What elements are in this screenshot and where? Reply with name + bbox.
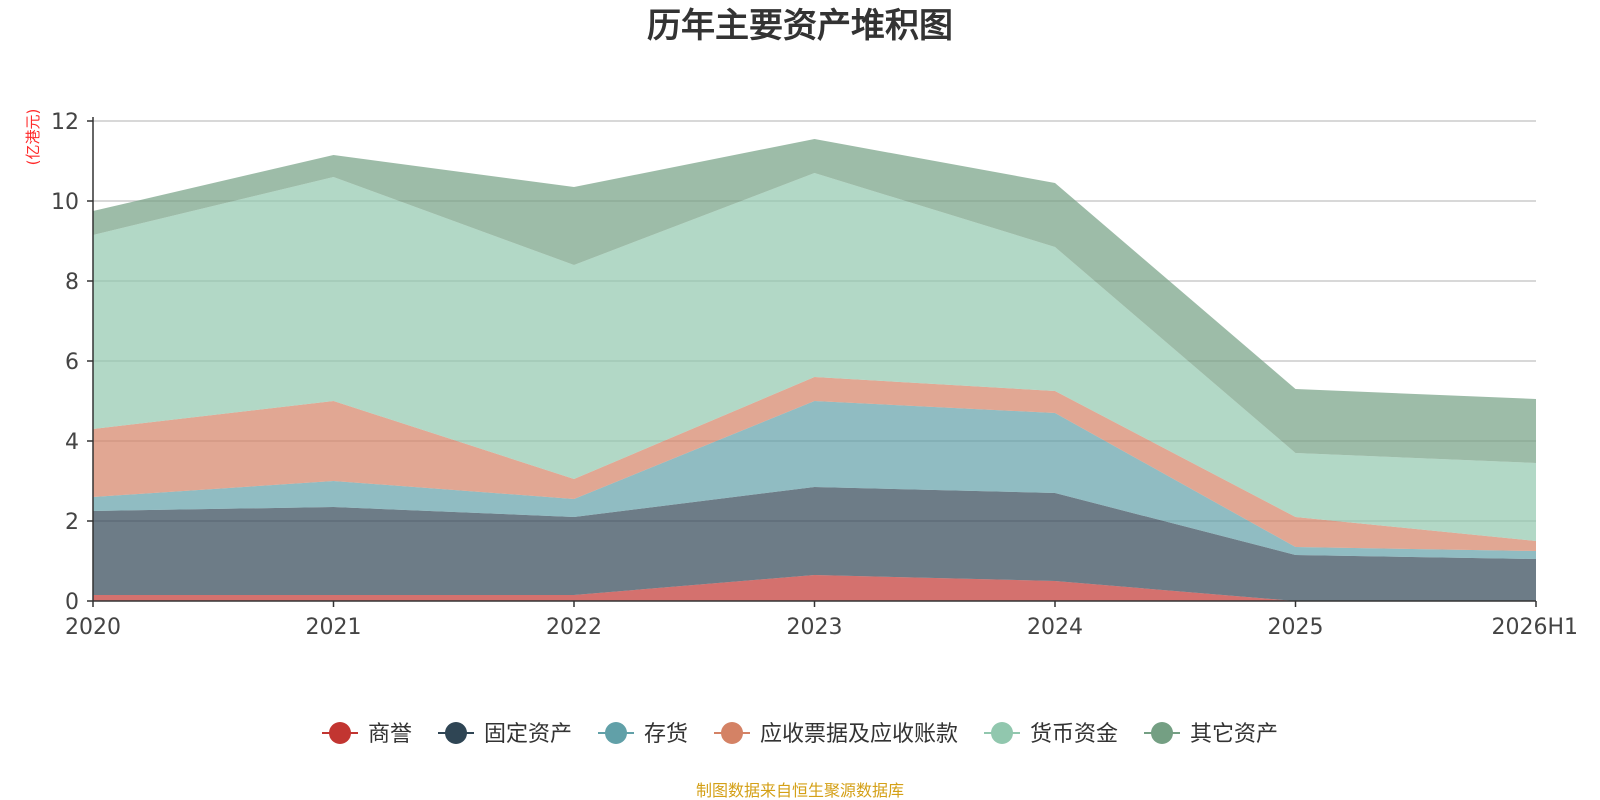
- legend-label: 商誉: [368, 722, 412, 747]
- legend-marker-icon: [1151, 722, 1173, 744]
- x-tick-label: 2023: [787, 615, 843, 640]
- legend-item-2[interactable]: 存货: [598, 722, 688, 747]
- legend-label: 固定资产: [484, 722, 572, 747]
- area-series-2: [93, 401, 1536, 559]
- area-series-4: [93, 173, 1536, 541]
- y-tick-label: 10: [51, 190, 79, 215]
- y-tick-label: 2: [65, 510, 79, 535]
- y-tick-label: 6: [65, 350, 79, 375]
- x-tick-label: 2026H1: [1491, 615, 1578, 640]
- area-series-3: [93, 377, 1536, 551]
- legend-marker-icon: [445, 722, 467, 744]
- x-tick-label: 2021: [306, 615, 362, 640]
- x-tick-label: 2024: [1027, 615, 1083, 640]
- legend-item-3[interactable]: 应收票据及应收账款: [714, 722, 958, 747]
- x-tick-label: 2022: [546, 615, 602, 640]
- y-axis-unit-label: (亿港元): [24, 109, 42, 166]
- legend-item-4[interactable]: 货币资金: [984, 722, 1118, 747]
- legend-item-1[interactable]: 固定资产: [438, 722, 572, 747]
- y-tick-label: 12: [51, 110, 79, 135]
- legend-marker-icon: [991, 722, 1013, 744]
- area-series-group: [93, 139, 1536, 601]
- area-series-1: [93, 487, 1536, 601]
- legend-label: 货币资金: [1030, 722, 1118, 747]
- legend-item-5[interactable]: 其它资产: [1144, 722, 1278, 747]
- legend-marker-icon: [605, 722, 627, 744]
- y-tick-label: 4: [65, 430, 79, 455]
- area-series-0: [93, 575, 1536, 601]
- area-series-5: [93, 139, 1536, 463]
- legend-label: 存货: [644, 722, 688, 747]
- legend-item-0[interactable]: 商誉: [322, 722, 412, 747]
- legend-marker-icon: [329, 722, 351, 744]
- legend-label: 应收票据及应收账款: [760, 722, 958, 747]
- source-note: 制图数据来自恒生聚源数据库: [696, 781, 904, 800]
- legend-marker-icon: [721, 722, 743, 744]
- chart-title: 历年主要资产堆积图: [647, 6, 953, 46]
- x-tick-label: 2025: [1268, 615, 1324, 640]
- axes: 0 2 4 6 8 10 12 2020 2021 2022 2023 2024 2025 2026H1: [51, 110, 1578, 640]
- legend[interactable]: 商誉 固定资产 存货 应收票据及应收账款 货币资金 其它资产: [322, 722, 1278, 747]
- y-tick-label: 0: [65, 590, 79, 615]
- legend-label: 其它资产: [1190, 722, 1278, 747]
- y-tick-label: 8: [65, 270, 79, 295]
- x-tick-label: 2020: [65, 615, 121, 640]
